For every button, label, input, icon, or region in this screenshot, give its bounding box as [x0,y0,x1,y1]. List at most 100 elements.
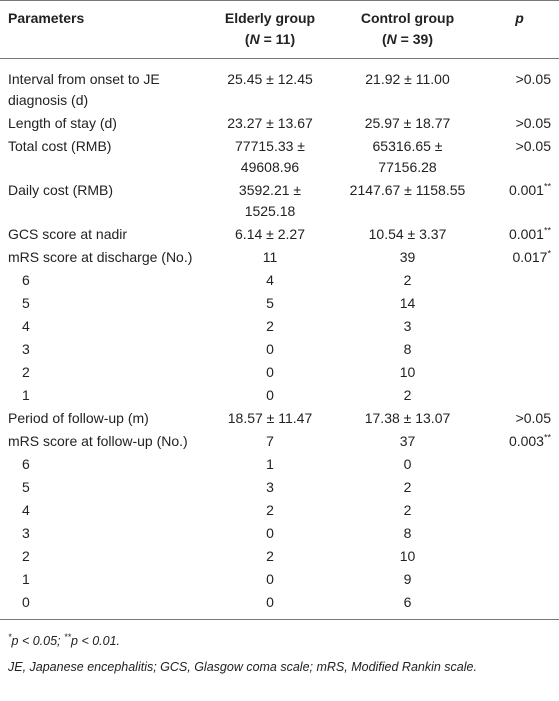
table-cell: 2 [403,502,412,518]
table-cell: 17.38 ± 13.07 [364,410,451,426]
table-cell: 0.001** [480,179,559,223]
table-cell: 3 [266,479,274,495]
table-row: 1 0 2 [0,384,559,407]
data-table: Parameters Elderly group (N = 11) Control g… [0,0,559,620]
footnote-sup: ** [64,631,72,642]
table-row: 5 5 14 [0,292,559,315]
table-cell: 0.003** [480,430,559,453]
table-row: 1 0 9 [0,568,559,591]
table-row: 3 0 8 [0,522,559,545]
table-cell: 2147.67 ± 1158.55 [349,182,466,198]
table-row: 4 2 2 [0,499,559,522]
table-cell: 25.97 ± 18.77 [364,115,451,131]
header-text: p [515,10,524,26]
table-cell: 0 [266,341,274,357]
table-cell: 0 [403,456,412,472]
table-row: Total cost (RMB) 77715.33 ± 49608.96 65316… [0,135,559,179]
table-cell: Daily cost (RMB) [8,182,114,198]
header-text: Parameters [8,10,85,26]
footnotes: *p < 0.05; **p < 0.01. JE, Japanese encep… [8,628,559,680]
table-cell: 5 [22,479,30,495]
table-row: 2 2 10 [0,545,559,568]
table-cell: 2 [266,502,274,518]
table-cell: 4 [266,272,274,288]
table-row: mRS score at discharge (No.) 11 39 0.017* [0,246,559,269]
table-cell: mRS score at discharge (No.) [8,249,193,265]
table-cell: >0.05 [515,71,551,87]
table-cell: 1 [266,456,274,472]
table-cell: 7 [266,433,274,449]
table-cell [480,499,559,522]
cell-text: 0.001 [508,182,544,198]
table-cell [480,453,559,476]
table-cell: 0 [266,571,274,587]
table-cell: 2 [266,548,274,564]
cell-sup: ** [543,225,551,236]
table-cell: 5 [22,295,30,311]
table-cell: 2 [403,479,412,495]
table-row: Period of follow-up (m) 18.57 ± 11.47 17.3… [0,407,559,430]
table-cell: 3 [22,341,30,357]
table-cell: 8 [403,341,412,357]
table-cell: 21.92 ± 11.00 [365,71,450,87]
table-cell [480,591,559,620]
table-cell: 2 [403,387,412,403]
header-row: Parameters Elderly group (N = 11) Control g… [0,0,559,59]
table-cell: 1 [22,387,30,403]
header-text: = 39) [396,31,433,47]
table-cell: 3 [403,318,412,334]
header-text: ( [244,31,250,47]
table-row: 2 0 10 [0,361,559,384]
header-text: ( [382,31,387,47]
cell-text: 0.017 [512,249,548,265]
table-cell: >0.05 [515,410,551,426]
table-cell [480,545,559,568]
table-row: GCS score at nadir 6.14 ± 2.27 10.54 ± 3.3… [0,223,559,246]
table-cell: Length of stay (d) [8,115,117,131]
footnote: *p < 0.05; **p < 0.01. [8,628,559,654]
table-cell: 23.27 ± 13.67 [227,115,313,131]
table-cell: 10 [399,364,416,380]
cell-text: 0.003 [508,433,544,449]
table-cell [480,361,559,384]
header-text: Control group [360,10,455,26]
table-cell: 8 [403,525,412,541]
footnote: JE, Japanese encephalitis; GCS, Glasgow … [8,654,559,680]
cell-text: 0.001 [508,226,544,242]
table-row: 6 4 2 [0,269,559,292]
table-cell: 3592.21 ± 1525.18 [238,182,302,219]
table-cell: 6 [22,272,30,288]
table-row: 6 1 0 [0,453,559,476]
table-cell: 0.001** [480,223,559,246]
table-cell: Period of follow-up (m) [8,410,149,426]
table-cell: Total cost (RMB) [8,138,112,154]
table-row: Length of stay (d) 23.27 ± 13.67 25.97 ± 1… [0,112,559,135]
footnote-text: JE, Japanese encephalitis; GCS, Glasgow … [8,660,477,674]
table-cell: 0.017* [480,246,559,269]
table-cell: mRS score at follow-up (No.) [8,433,188,449]
table-cell [480,338,559,361]
table-cell: 10.54 ± 3.37 [368,226,447,242]
table-cell: 25.45 ± 12.45 [227,71,313,87]
table-cell: 2 [403,272,412,288]
table-cell [480,384,559,407]
table-row: mRS score at follow-up (No.) 7 37 0.003** [0,430,559,453]
table-row: Interval from onset to JE diagnosis (d) 2… [0,59,559,113]
header-cell: Control group (N = 39) [335,0,480,59]
footnote-text: p < 0.05; [11,634,64,648]
cell-sup: ** [543,181,551,192]
table-cell: 1 [22,571,30,587]
header-text: Elderly group [224,10,316,26]
header-text: N [386,31,397,47]
table-cell: 65316.65 ± 77156.28 [372,138,443,175]
table-cell: 77715.33 ± 49608.96 [235,138,305,175]
table-cell: 2 [266,318,274,334]
table-row: 5 3 2 [0,476,559,499]
table-cell [480,315,559,338]
header-cell: p [480,0,559,59]
table-cell: 5 [266,295,274,311]
table-header: Parameters Elderly group (N = 11) Control g… [0,0,559,59]
table-cell: 2 [22,548,30,564]
table-cell [480,292,559,315]
